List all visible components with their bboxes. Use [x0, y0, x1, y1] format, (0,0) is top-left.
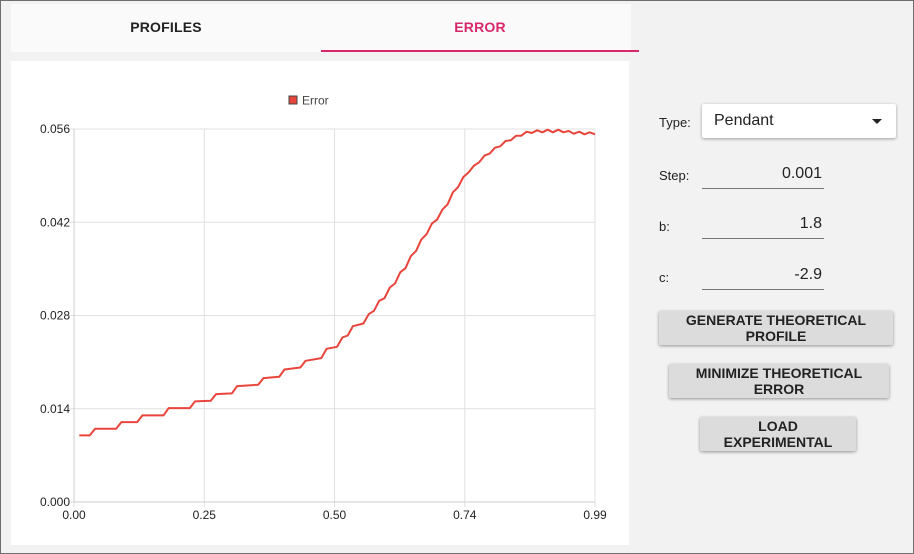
tab-error[interactable]: ERROR	[321, 4, 639, 52]
chevron-down-icon	[872, 119, 882, 124]
minimize-theoretical-error-button[interactable]: MINIMIZE THEORETICAL ERROR	[669, 364, 889, 398]
x-tick-label: 0.25	[193, 508, 217, 522]
y-tick-label: 0.042	[40, 215, 70, 229]
b-input[interactable]	[702, 210, 824, 239]
x-tick-label: 0.74	[453, 508, 477, 522]
x-tick-label: 0.00	[62, 508, 86, 522]
load-experimental-button[interactable]: LOAD EXPERIMENTAL	[700, 417, 856, 451]
c-label: c:	[659, 270, 670, 285]
type-label: Type:	[659, 115, 691, 130]
generate-theoretical-profile-button[interactable]: GENERATE THEORETICAL PROFILE	[659, 311, 893, 345]
x-tick-label: 0.99	[583, 508, 607, 522]
x-tick-label: 0.50	[323, 508, 347, 522]
y-tick-label: 0.014	[40, 402, 70, 416]
legend-swatch	[288, 95, 298, 105]
step-label: Step:	[659, 168, 690, 183]
step-input[interactable]	[702, 160, 824, 189]
b-label: b:	[659, 219, 670, 234]
type-select[interactable]: Pendant	[702, 104, 896, 138]
controls-panel: Type: Pendant Step: b: c: GENERATE THEOR…	[646, 96, 906, 476]
error-chart-svg: 0.00 0.25 0.50 0.74 0.99 0.000 0.014 0.028 0.042…	[40, 94, 607, 523]
error-chart: 0.00 0.25 0.50 0.74 0.99 0.000 0.014 0.028 0.042…	[11, 61, 629, 545]
c-input[interactable]	[702, 261, 824, 290]
legend-label: Error	[302, 94, 329, 108]
error-series-line	[79, 128, 596, 437]
y-tick-label: 0.056	[40, 122, 70, 136]
y-tick-label: 0.000	[40, 495, 70, 509]
type-select-value: Pendant	[714, 112, 774, 129]
tab-bar: PROFILES ERROR	[11, 4, 639, 52]
tab-profiles[interactable]: PROFILES	[130, 19, 202, 35]
y-tick-label: 0.028	[40, 309, 70, 323]
